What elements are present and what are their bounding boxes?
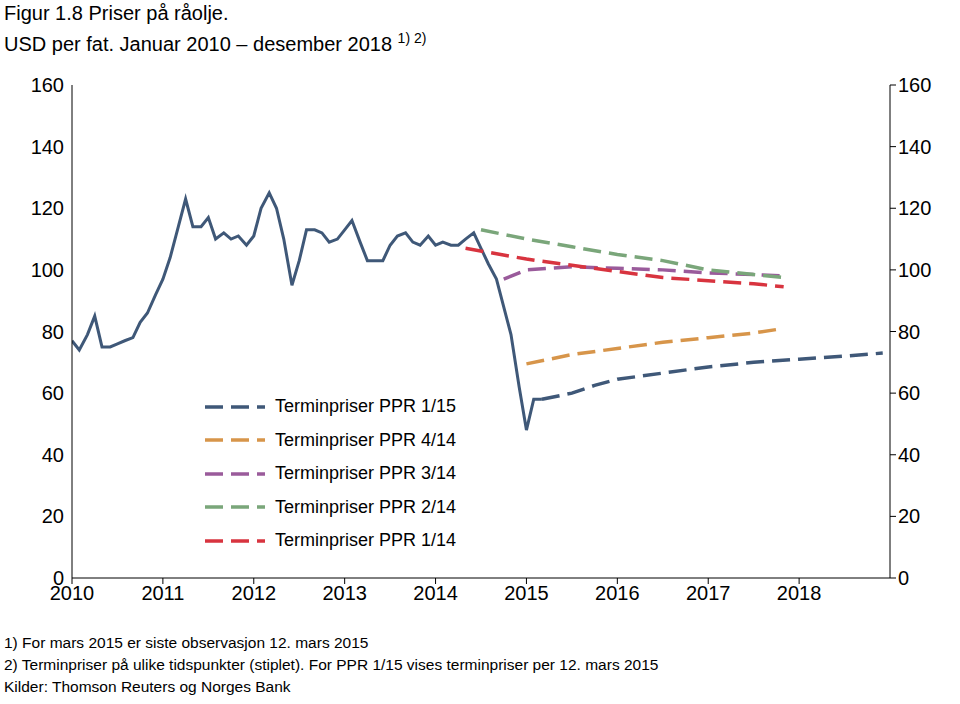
svg-text:140: 140	[31, 136, 64, 158]
html-text:Terminpriser PPR 3/14: Terminpriser PPR 3/14	[275, 463, 457, 484]
svg-text:120: 120	[898, 197, 931, 219]
svg-text:100: 100	[898, 259, 931, 281]
svg-text:60: 60	[898, 382, 920, 404]
svg-text:140: 140	[898, 136, 931, 158]
html-text:USD per fat. Januar 2010 – des: USD per fat. Januar 2010 – desember 2018	[4, 32, 392, 55]
svg-text:0: 0	[53, 567, 64, 589]
html-text:Terminpriser PPR 2/14: Terminpriser PPR 2/14	[275, 496, 457, 517]
svg-text:2016: 2016	[595, 582, 640, 604]
svg-text:80: 80	[898, 321, 920, 343]
html-text:Kilder: Thomson Reuters og Nor: Kilder: Thomson Reuters og Norges Bank	[4, 678, 291, 695]
svg-text:120: 120	[31, 197, 64, 219]
svg-text:100: 100	[31, 259, 64, 281]
html-text:Terminpriser PPR 1/15: Terminpriser PPR 1/15	[275, 396, 457, 417]
svg-text:160: 160	[31, 75, 64, 96]
svg-text:40: 40	[42, 444, 64, 466]
svg-text:40: 40	[898, 444, 920, 466]
svg-text:160: 160	[898, 75, 931, 96]
svg-text:2017: 2017	[686, 582, 731, 604]
svg-text:20: 20	[898, 505, 920, 527]
html-text:Figur 1.8 Priser på råolje.: Figur 1.8 Priser på råolje.	[4, 2, 229, 24]
html-text:1) For mars 2015 er siste obse: 1) For mars 2015 er siste observasjon 12…	[4, 634, 369, 651]
svg-text:2012: 2012	[232, 582, 277, 604]
html-text:Terminpriser PPR 1/14: Terminpriser PPR 1/14	[275, 530, 457, 551]
svg-text:2014: 2014	[413, 582, 458, 604]
svg-text:2018: 2018	[777, 582, 822, 604]
svg-text:2011: 2011	[141, 582, 184, 604]
html-text:2) Terminpriser på ulike tidsp: 2) Terminpriser på ulike tidspunkter (st…	[4, 656, 659, 673]
svg-text:2013: 2013	[322, 582, 367, 604]
html-text:Terminpriser PPR 4/14: Terminpriser PPR 4/14	[275, 429, 457, 450]
svg-text:2015: 2015	[504, 582, 549, 604]
svg-text:2010: 2010	[49, 582, 95, 605]
html-text:1) 2): 1) 2)	[397, 30, 427, 46]
svg-text:0: 0	[898, 567, 909, 589]
svg-text:20: 20	[42, 505, 64, 527]
svg-text:80: 80	[42, 321, 64, 343]
svg-text:60: 60	[42, 382, 64, 404]
